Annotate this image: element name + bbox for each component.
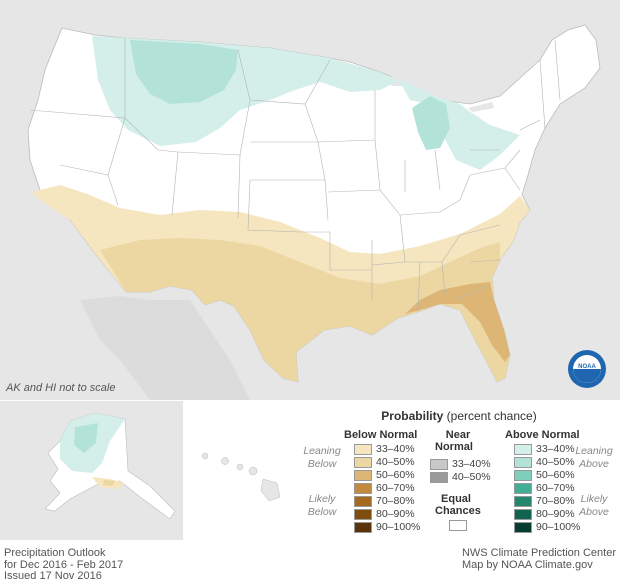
below-normal-swatch [354,482,372,494]
above-normal-row: 90–100% [514,521,580,533]
leaning-above-1: Leaning [575,445,613,457]
alaska-inset-map [0,401,183,540]
hawaii-inset-map [185,401,295,540]
below-normal-swatch [354,469,372,481]
below-normal-row: 40–50% [354,456,415,468]
footer-issued: Issued 17 Nov 2016 [4,570,102,582]
above-normal-swatch [514,495,532,507]
footer-source: NWS Climate Prediction Center [461,547,616,559]
near-normal-row: 40–50% [430,471,491,483]
below-normal-row: 50–60% [354,469,415,481]
above-normal-swatch [514,469,532,481]
state-borders [29,38,561,313]
hawaii-background [185,401,295,540]
above-normal-row: 33–40% [514,443,575,455]
footer-left: Precipitation Outlook for Dec 2016 - Feb… [4,547,124,583]
above-normal-row: 40–50% [514,456,575,468]
below-normal-label: 33–40% [376,443,415,455]
below-normal-row: 70–80% [354,495,415,507]
near-normal-label: 40–50% [452,471,491,483]
above-normal-swatch [514,508,532,520]
footer-credit: Map by NOAA Climate.gov [461,558,593,571]
near-normal-swatch [430,471,448,483]
likely-above-2: Above [579,506,609,518]
below-normal-row: 33–40% [354,443,415,455]
near-normal-swatch [430,458,448,470]
noaa-logo: NOAA [568,350,606,388]
above-normal-swatch [514,443,532,455]
below-normal-label: 70–80% [376,495,415,507]
above-normal-header: Above Normal [505,429,580,441]
near-normal-label: 33–40% [452,458,491,470]
not-to-scale-note: AK and HI not to scale [6,382,116,394]
noaa-logo-inner: NOAA [573,355,601,383]
below-normal-header: Below Normal [344,429,418,441]
near-normal-row: 33–40% [430,458,491,470]
above-normal-swatch [514,456,532,468]
noaa-logo-text: NOAA [578,364,596,370]
above-normal-40-50-michigan [412,96,450,150]
below-normal-swatch [354,443,372,455]
leaning-above-2: Above [579,458,609,470]
below-normal-40-50-region [100,238,510,382]
above-normal-row: 60–70% [514,482,575,494]
below-normal-row: 90–100% [354,521,420,533]
footer-right: NWS Climate Prediction Center Map by NOA… [461,547,616,571]
below-normal-swatch [354,456,372,468]
equal-chances-label-2: Chances [435,505,481,517]
below-normal-label: 60–70% [376,482,415,494]
legend-title: Probability (percent chance) [298,409,620,423]
likely-above-label: Likely Above [574,493,614,519]
above-normal-swatch [514,521,532,533]
above-normal-row: 80–90% [514,508,575,520]
likely-below-label: Likely Below [302,493,342,519]
near-normal-header-2: Normal [435,441,473,453]
legend-title-bold: Probability [381,409,444,423]
leaning-above-label: Leaning Above [574,445,614,471]
alaska-below-normal-40-50 [103,480,115,486]
above-normal-row: 50–60% [514,469,575,481]
probability-legend: Probability (percent chance) Below Norma… [298,401,620,540]
precipitation-outlook-map [0,0,620,400]
mexico-landmass [80,296,250,400]
near-normal-header-1: Near [445,429,471,441]
leaning-below-label: Leaning Below [302,445,342,471]
above-normal-label: 70–80% [536,495,575,507]
footer-period: for Dec 2016 - Feb 2017 [4,558,124,571]
alaska-above-normal-40-50 [74,423,98,453]
below-normal-50-60-region [405,282,510,362]
above-normal-label: 50–60% [536,469,575,481]
equal-chances-label-1: Equal [441,493,471,505]
above-normal-label: 33–40% [536,443,575,455]
below-normal-swatch [354,508,372,520]
above-normal-label: 40–50% [536,456,575,468]
leaning-below-1: Leaning [303,445,341,457]
likely-below-2: Below [307,506,337,518]
below-normal-label: 90–100% [376,521,421,533]
above-normal-row: 70–80% [514,495,575,507]
hawaii-islands [201,452,281,502]
below-normal-row: 80–90% [354,508,415,520]
footer-title: Precipitation Outlook [4,547,106,559]
above-normal-label: 90–100% [536,521,581,533]
likely-below-1: Likely [308,493,336,505]
below-normal-label: 50–60% [376,469,415,481]
below-normal-label: 40–50% [376,456,415,468]
legend-title-rest: (percent chance) [443,409,537,423]
likely-above-1: Likely [580,493,608,505]
leaning-below-2: Below [307,458,337,470]
above-normal-label: 60–70% [536,482,575,494]
above-normal-label: 80–90% [536,508,575,520]
below-normal-label: 80–90% [376,508,415,520]
noaa-logo-wave [573,369,601,383]
below-normal-row: 60–70% [354,482,415,494]
below-normal-swatch [354,521,372,533]
equal-chances-swatch [449,520,467,531]
above-normal-40-50-region [130,40,238,104]
above-normal-swatch [514,482,532,494]
below-normal-swatch [354,495,372,507]
